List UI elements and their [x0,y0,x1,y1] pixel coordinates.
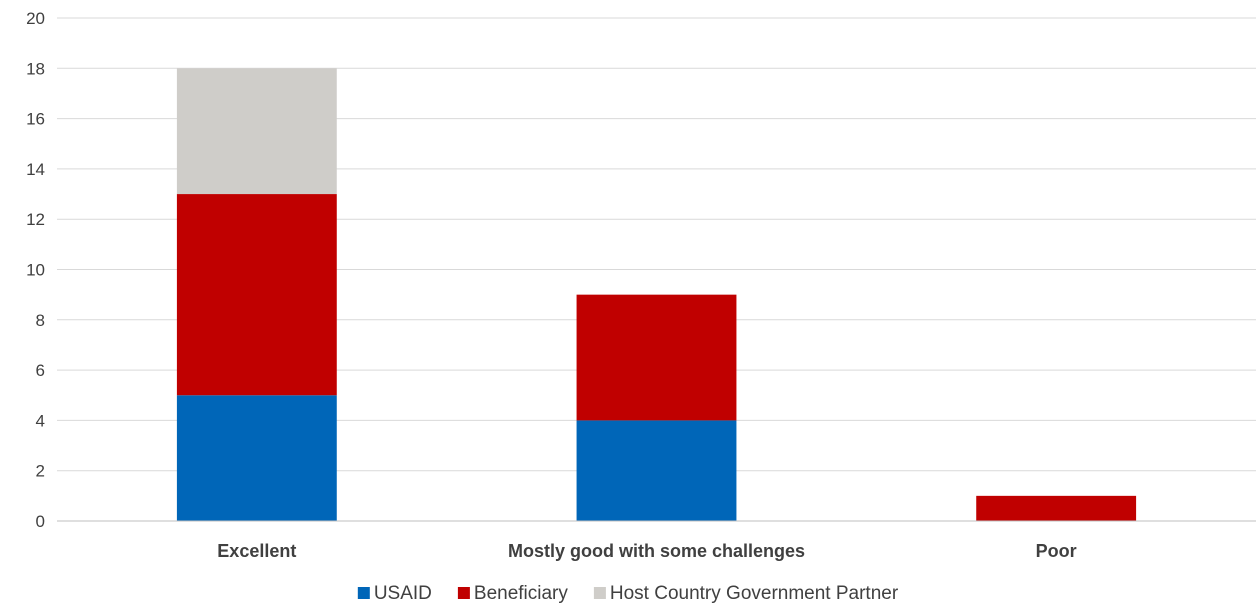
y-tick-label: 2 [36,462,45,481]
y-tick-label: 18 [26,59,45,78]
legend-label: Host Country Government Partner [610,583,899,604]
legend-swatch [593,587,606,599]
y-tick-label: 6 [36,361,45,380]
legend: USAID Beneficiary Host Country Government … [357,583,899,604]
x-category-label: Poor [1036,541,1077,561]
y-tick-label: 20 [26,9,45,28]
legend-label: USAID [374,583,432,604]
x-axis-category-labels: Excellent Mostly good with some challenge… [217,541,1076,561]
bar-segment-usaid [576,420,737,521]
y-axis-tick-labels: 0 2 4 6 8 10 12 14 16 18 20 [26,9,45,531]
y-tick-label: 16 [26,110,45,129]
y-tick-label: 8 [36,311,45,330]
y-tick-label: 10 [26,261,45,280]
y-tick-label: 14 [26,160,45,179]
x-category-label: Excellent [217,541,296,561]
bar-segment-usaid [176,395,337,521]
y-tick-label: 0 [36,512,45,531]
y-tick-label: 4 [36,411,45,430]
legend-swatch [457,587,470,599]
bar-segment-beneficiary [176,194,337,396]
legend-swatch [357,587,370,599]
bar-segment-beneficiary [576,294,737,421]
bars [176,68,1137,521]
y-tick-label: 12 [26,210,45,229]
bar-segment-beneficiary [976,495,1137,521]
legend-label: Beneficiary [474,583,568,604]
x-category-label: Mostly good with some challenges [508,541,805,561]
bar-segment-host-country-government-partner [176,68,337,195]
